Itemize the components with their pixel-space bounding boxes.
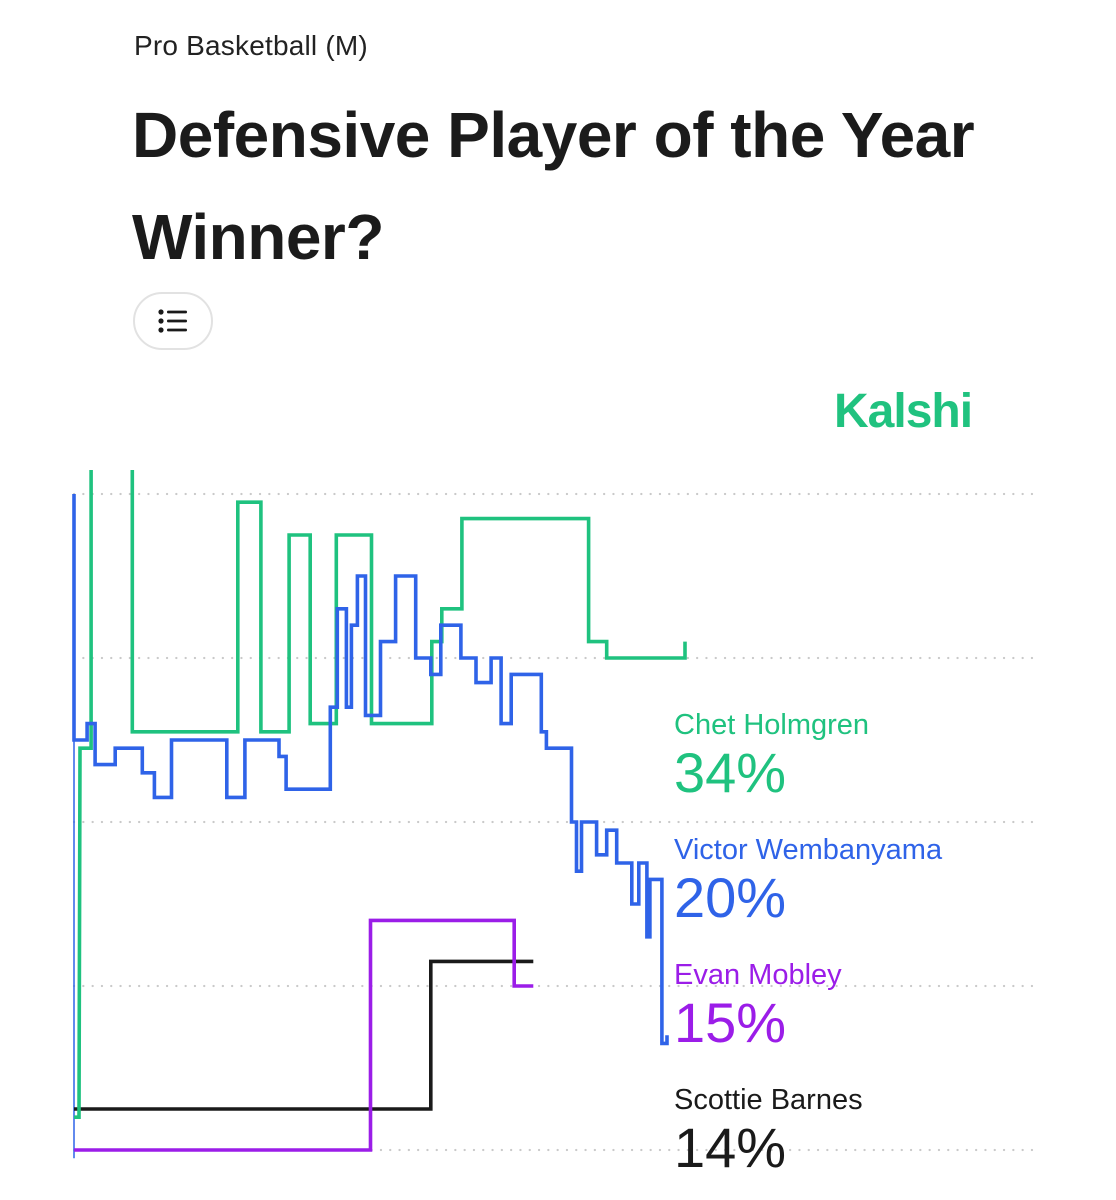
market-category: Pro Basketball (M) [134, 30, 368, 61]
legend-value-victor-wembanyama: 20% [674, 866, 786, 929]
kalshi-logo: Kalshi [834, 385, 973, 438]
series-line-chet-holmgren [74, 470, 687, 1119]
market-title: Defensive Player of the Year Winner? [132, 99, 975, 273]
series-line-victor-wembanyama [72, 494, 669, 1046]
legend-name-evan-mobley: Evan Mobley [674, 959, 842, 991]
legend-name-chet-holmgren: Chet Holmgren [674, 709, 869, 741]
legend-name-victor-wembanyama: Victor Wembanyama [674, 834, 943, 866]
legend-name-scottie-barnes: Scottie Barnes [674, 1084, 863, 1116]
legend-value-evan-mobley: 15% [674, 991, 786, 1054]
series-line-evan-mobley [74, 918, 534, 1152]
list-view-button[interactable] [133, 292, 213, 350]
legend-value-scottie-barnes: 14% [674, 1116, 786, 1179]
series-line-scottie-barnes [74, 959, 534, 1111]
list-icon [158, 309, 187, 333]
legend-value-chet-holmgren: 34% [674, 741, 786, 804]
